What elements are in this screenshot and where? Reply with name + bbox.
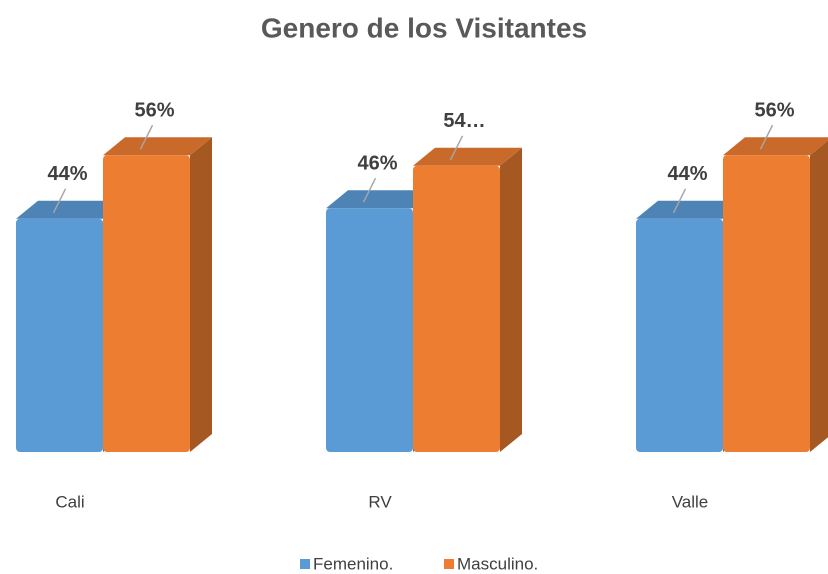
data-label: 56% (134, 99, 174, 121)
bar (103, 137, 212, 452)
bar (723, 137, 828, 452)
chart-title: Genero de los Visitantes (261, 12, 587, 43)
x-tick-label: Cali (55, 492, 84, 511)
bar (413, 147, 522, 453)
bar-front (326, 208, 413, 452)
data-label: 54… (443, 110, 485, 132)
bar-top (413, 147, 522, 166)
leader-line (759, 124, 774, 150)
bar-top (326, 190, 435, 209)
x-tick-label: RV (368, 492, 392, 511)
bar-side (810, 140, 828, 452)
bar-front (16, 218, 103, 452)
bar-side (500, 147, 522, 453)
leader-line (362, 177, 377, 203)
bar-top (103, 137, 212, 156)
data-label: 44% (47, 163, 87, 185)
leader-line (672, 188, 687, 214)
leader-line (52, 188, 67, 214)
data-label: 44% (667, 163, 707, 185)
legend-swatch (300, 559, 310, 569)
bar-front (636, 218, 723, 452)
legend-label: Masculino. (457, 554, 538, 573)
x-tick-label: Valle (672, 492, 709, 511)
bar-front (723, 155, 810, 452)
leader-line (139, 124, 154, 150)
bar-front (103, 155, 190, 452)
data-label: 56% (754, 99, 794, 121)
bar-top (723, 137, 828, 156)
bar-front (413, 165, 500, 453)
legend-label: Femenino. (313, 554, 393, 573)
leader-line (449, 135, 464, 161)
bar-top (636, 200, 745, 219)
bar-top (16, 200, 125, 219)
data-label: 46% (357, 152, 397, 174)
legend-swatch (444, 559, 454, 569)
bar-side (190, 137, 212, 452)
